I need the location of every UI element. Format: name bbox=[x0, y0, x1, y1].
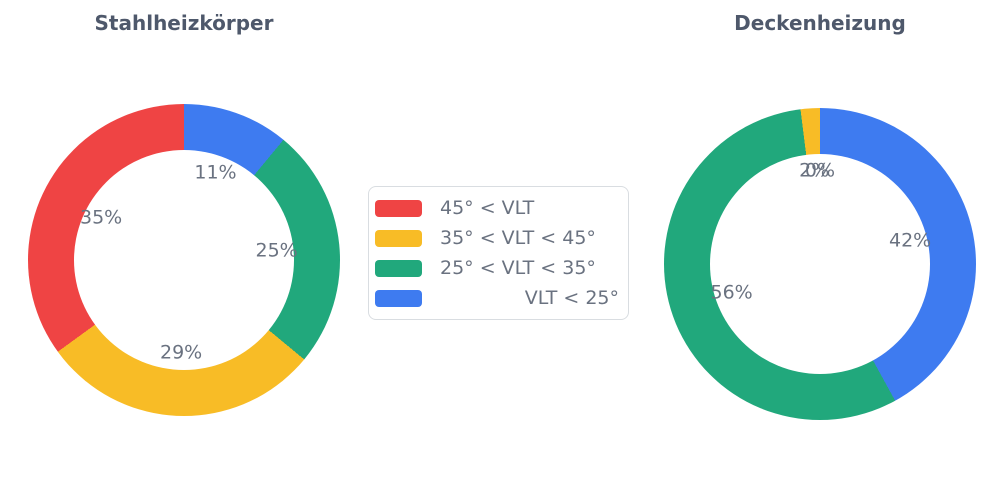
slice-labels: 42% 56% 2% 0% bbox=[664, 108, 976, 420]
donut-hole bbox=[74, 150, 294, 370]
chart-title: Deckenheizung bbox=[734, 11, 906, 35]
slice-percentage-label: 11% bbox=[194, 161, 237, 183]
legend-item-label: 25° < VLT < 35° bbox=[440, 256, 596, 279]
slice-percentage-label: 29% bbox=[159, 341, 203, 364]
legend-color-swatch bbox=[375, 229, 422, 247]
chart-stahlheizkoerper: Stahlheizkörper 11% 25% 29% 35% bbox=[28, 0, 340, 440]
donut: 11% 25% 29% 35% bbox=[28, 104, 340, 416]
slice-percentage-label: 35% bbox=[79, 206, 123, 229]
legend-item-label: 45° < VLT bbox=[440, 196, 535, 219]
legend-color-swatch bbox=[375, 199, 422, 217]
legend: 45° < VLT 35° < VLT < 45° 25° < VLT < 35° V… bbox=[368, 186, 629, 320]
slice-percentage-label: 2% bbox=[799, 159, 830, 182]
legend-item-0[interactable]: 45° < VLT bbox=[375, 193, 628, 223]
slice-percentage-label: 42% bbox=[888, 229, 932, 252]
slice-percentage-label: 0% bbox=[804, 159, 836, 182]
legend-color-swatch bbox=[375, 289, 422, 307]
donut-hole bbox=[710, 154, 930, 374]
legend-color-swatch bbox=[375, 259, 422, 277]
legend-item-3[interactable]: VLT < 25° bbox=[375, 283, 628, 313]
chart-deckenheizung: Deckenheizung 42% 56% 2% 0% bbox=[664, 0, 976, 440]
chart-title: Stahlheizkörper bbox=[94, 11, 274, 35]
legend-item-label: 35° < VLT < 45° bbox=[440, 226, 596, 249]
slice-percentage-label: 56% bbox=[710, 281, 753, 304]
slice-percentage-label: 25% bbox=[255, 239, 298, 262]
donut: 42% 56% 2% 0% bbox=[664, 108, 976, 420]
legend-item-2[interactable]: 25° < VLT < 35° bbox=[375, 253, 628, 283]
legend-item-label: VLT < 25° bbox=[524, 286, 619, 309]
slice-labels: 11% 25% 29% 35% bbox=[28, 104, 340, 416]
legend-item-1[interactable]: 35° < VLT < 45° bbox=[375, 223, 628, 253]
